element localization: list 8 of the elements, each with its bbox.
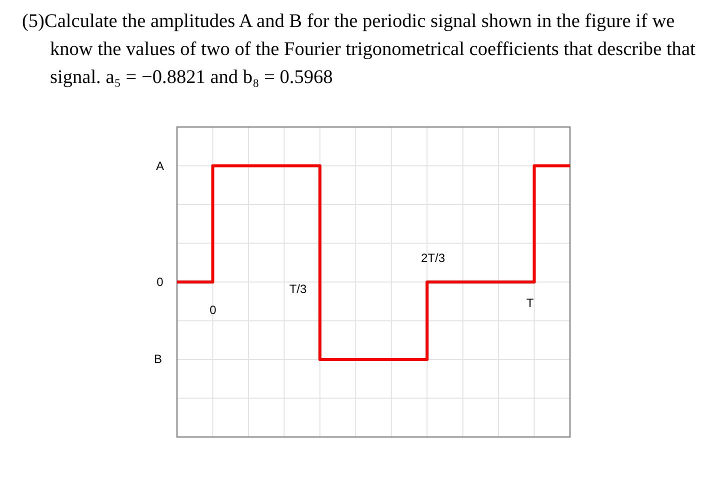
annotation: T/3 <box>289 282 307 296</box>
text: 0 <box>156 275 164 290</box>
text: A <box>156 159 164 174</box>
annotation: 2T/3 <box>420 251 446 266</box>
annotation: T <box>526 296 534 310</box>
annotation: 0 <box>210 303 217 318</box>
chart-title: (5)Calculate the amplitudes A and B for the periodic signal shown in the figure if we know the values of two of the Fourier trigonometrical coefficients that describe that signal. a₅ = −0.8821 and b₈ = 0.5968 <box>22 10 696 90</box>
text: B <box>154 352 162 366</box>
